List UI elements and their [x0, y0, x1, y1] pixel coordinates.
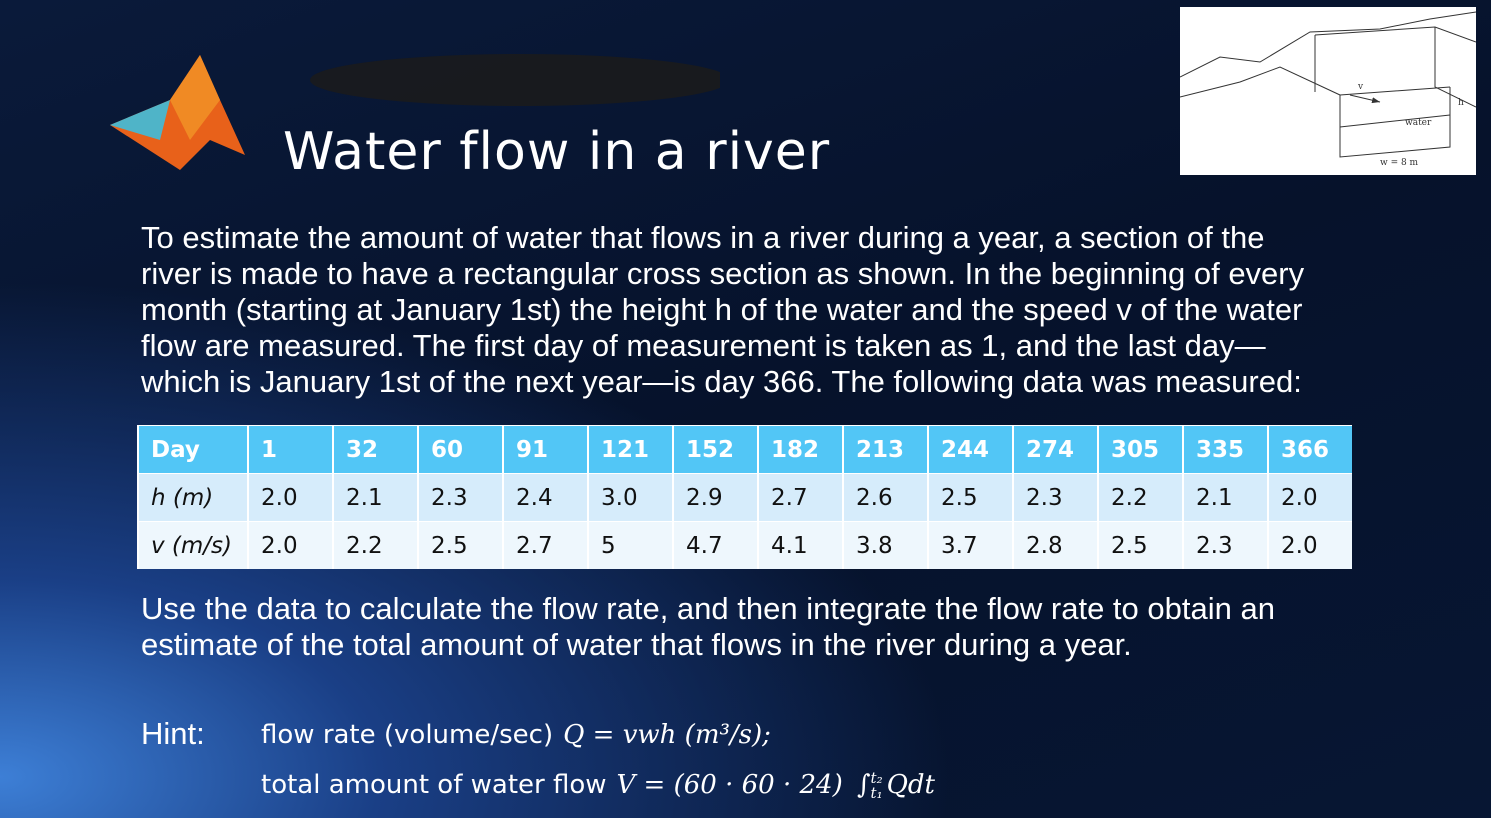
table-cell: 3.7 — [927, 521, 1013, 569]
table-cell: 4.7 — [672, 521, 758, 569]
text-line: flow are measured. The first day of meas… — [141, 328, 1266, 363]
logo — [110, 100, 170, 140]
integral: ∫ — [857, 770, 871, 800]
table-cell: 2.0 — [247, 473, 333, 522]
table-cell: 305 — [1097, 425, 1183, 474]
text-line: To estimate the amount of water that flo… — [141, 220, 1265, 255]
upper-limit: t₂ — [870, 768, 883, 787]
table-cell: 2.8 — [1012, 521, 1098, 569]
table-row: h (m) 2.0 2.1 2.3 2.4 3.0 2.9 2.7 2.6 2.5 2.3 2.2 2.… — [137, 473, 1352, 522]
table-cell: 2.2 — [1097, 473, 1183, 522]
table-cell: 2.9 — [672, 473, 758, 522]
logo — [170, 55, 220, 140]
hint-line: total amount of water flow V = (60 · 60 ·… — [261, 770, 935, 801]
table-row: v (m/s) 2.0 2.2 2.5 2.7 5 4.7 4.1 3.8 3.7 2.8 2.5 2.… — [137, 521, 1352, 569]
task: Use the data to calculate the flow rate,… — [141, 591, 1275, 663]
table-cell: 2.7 — [502, 521, 588, 569]
table-cell: v (m/s) — [137, 521, 248, 569]
table-cell: 2.5 — [1097, 521, 1183, 569]
table-cell: 2.5 — [927, 473, 1013, 522]
text-line: month (starting at January 1st) the heig… — [141, 292, 1303, 327]
redaction — [310, 54, 720, 106]
text-line: river is made to have a rectangular cros… — [141, 256, 1305, 291]
figure: v water w = 8 m h — [1180, 7, 1476, 175]
title: Water flow in a river — [283, 122, 831, 182]
table-cell: 60 — [417, 425, 503, 474]
table-cell: 91 — [502, 425, 588, 474]
table-cell: 2.6 — [842, 473, 928, 522]
table-cell: 3.8 — [842, 521, 928, 569]
table-cell: 4.1 — [757, 521, 843, 569]
table-cell: 213 — [842, 425, 928, 474]
table-cell: 182 — [757, 425, 843, 474]
table-cell: 1 — [247, 425, 333, 474]
table-cell: 2.5 — [417, 521, 503, 569]
formula: Q = vwh (m³/s); — [563, 720, 771, 750]
table-cell: 2.0 — [1267, 473, 1352, 522]
table-cell: Day — [137, 425, 248, 474]
table-cell: 2.1 — [1182, 473, 1268, 522]
figure-label: v — [1357, 82, 1364, 92]
table-cell: 2.1 — [332, 473, 418, 522]
formula: V = (60 · 60 · 24) — [616, 770, 843, 800]
table-cell: 2.3 — [1182, 521, 1268, 569]
data-table: Day 1 32 60 91 121 152 182 213 244 274 305 335 366 h (… — [137, 425, 1352, 569]
table-row: Day 1 32 60 91 121 152 182 213 244 274 305 335 366 — [137, 425, 1352, 474]
figure-label: h — [1458, 98, 1464, 108]
table-cell: 2.3 — [1012, 473, 1098, 522]
figure-label: w = 8 m — [1380, 158, 1419, 168]
hint-text: total amount of water flow — [261, 770, 607, 800]
hint-text: flow rate (volume/sec) — [261, 720, 554, 750]
text-line: estimate of the total amount of water th… — [141, 627, 1132, 662]
lower-limit: t₁ — [870, 783, 883, 802]
logo-area — [110, 54, 720, 170]
intro: To estimate the amount of water that flo… — [141, 220, 1304, 400]
table-cell: h (m) — [137, 473, 248, 522]
hint-label: Hint: — [141, 716, 205, 751]
table-cell: 244 — [927, 425, 1013, 474]
figure-label: water — [1405, 118, 1432, 128]
text-line: which is January 1st of the next year—is… — [141, 364, 1302, 399]
table-cell: 2.4 — [502, 473, 588, 522]
table-cell: 2.7 — [757, 473, 843, 522]
table-cell: 32 — [332, 425, 418, 474]
table-cell: 274 — [1012, 425, 1098, 474]
table-cell: 3.0 — [587, 473, 673, 522]
table-cell: 2.2 — [332, 521, 418, 569]
text-line: Use the data to calculate the flow rate,… — [141, 591, 1275, 626]
table-cell: 335 — [1182, 425, 1268, 474]
hint-line: flow rate (volume/sec) Q = vwh (m³/s); — [261, 720, 771, 750]
table-cell: 2.0 — [1267, 521, 1352, 569]
table-cell: 5 — [587, 521, 673, 569]
table-cell: 2.0 — [247, 521, 333, 569]
integrand: Qdt — [886, 770, 936, 800]
table-cell: 366 — [1267, 425, 1352, 474]
table-cell: 152 — [672, 425, 758, 474]
table-cell: 121 — [587, 425, 673, 474]
table-cell: 2.3 — [417, 473, 503, 522]
